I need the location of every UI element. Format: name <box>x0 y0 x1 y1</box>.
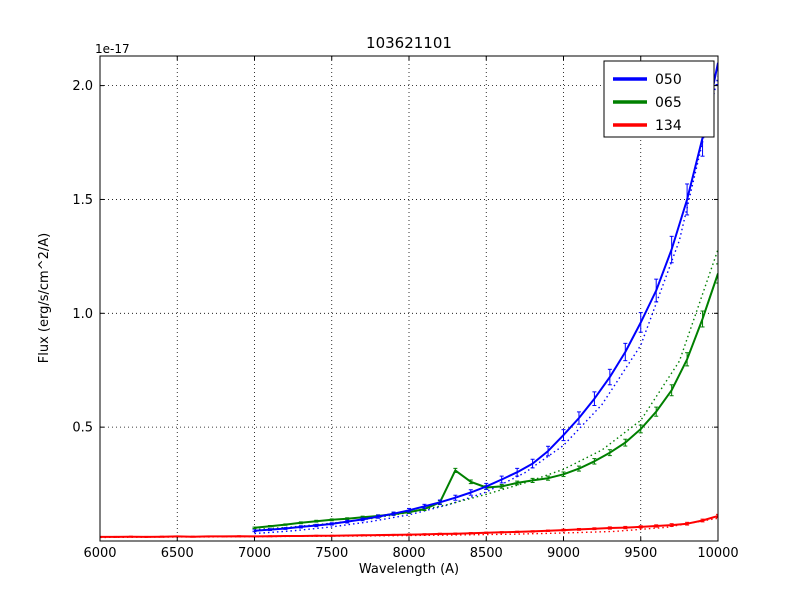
y-tick-label: 2.0 <box>72 79 93 94</box>
x-tick-label: 8000 <box>392 546 425 561</box>
x-tick-label: 9500 <box>624 546 657 561</box>
x-tick-label: 8500 <box>470 546 503 561</box>
legend-label: 050 <box>655 72 682 88</box>
y-tick-label: 1.5 <box>72 193 93 208</box>
series-050 <box>252 56 718 533</box>
legend-label: 134 <box>655 118 682 134</box>
tick-marks <box>99 56 719 541</box>
x-tick-label: 9000 <box>547 546 580 561</box>
tick-labels: 6000 6500 7000 7500 8000 8500 9000 9500 10000 0.5… <box>72 79 738 561</box>
x-tick-label: 6000 <box>83 546 116 561</box>
x-tick-label: 6500 <box>161 546 194 561</box>
series-050-dotted <box>254 76 718 535</box>
y-tick-label: 1.0 <box>72 307 93 322</box>
x-tick-label: 7500 <box>315 546 348 561</box>
series-134 <box>100 513 718 538</box>
x-axis-label: Wavelength (A) <box>358 562 460 577</box>
chart-title: 103621101 <box>366 34 452 52</box>
y-axis-offset-label: 1e-17 <box>95 42 130 56</box>
legend: 050 065 134 <box>603 60 715 138</box>
y-axis-label: Flux (erg/s/cm^2/A) <box>37 232 52 364</box>
x-tick-label: 10000 <box>697 546 738 561</box>
y-tick-label: 0.5 <box>72 421 93 436</box>
legend-label: 065 <box>655 95 682 111</box>
x-tick-label: 7000 <box>238 546 271 561</box>
